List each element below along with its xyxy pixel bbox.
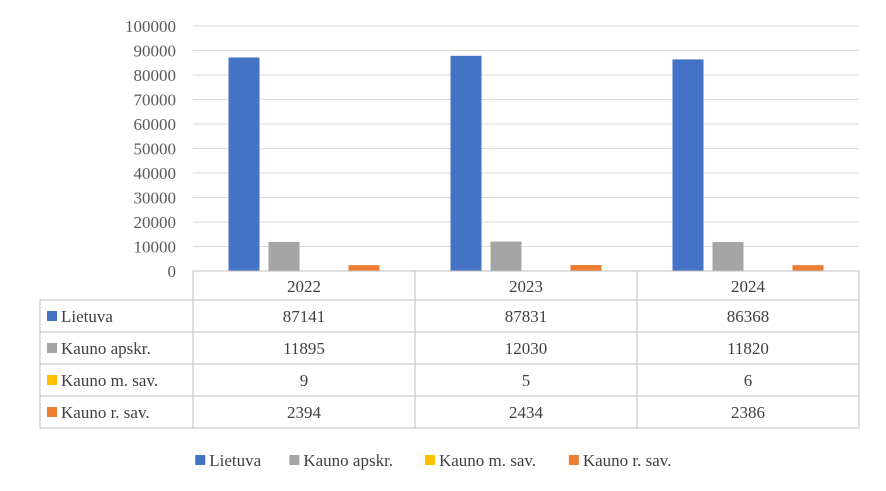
table-row-label: Kauno apskr.	[61, 339, 151, 358]
bar	[450, 55, 482, 271]
table-cell-value: 2434	[509, 403, 544, 422]
table-legend-key	[47, 407, 57, 417]
table-legend-key	[47, 343, 57, 353]
legend-label: Kauno apskr.	[303, 451, 393, 470]
legend-label: Kauno m. sav.	[439, 451, 536, 470]
y-tick-label: 0	[168, 262, 177, 281]
table-cell-value: 2394	[287, 403, 322, 422]
bar	[672, 59, 704, 271]
gridlines	[193, 25, 859, 247]
bar	[348, 265, 380, 271]
y-tick-label: 10000	[134, 238, 177, 257]
legend: Lietuva Kauno apskr. Kauno m. sav. Kauno r.…	[195, 451, 671, 470]
table-cell-value: 9	[300, 371, 309, 390]
table-cell-value: 11895	[283, 339, 325, 358]
table-cell-value: 86368	[727, 307, 770, 326]
y-tick-label: 50000	[134, 140, 177, 159]
data-table: 2022 2023 2024 Lietuva 87141 87831 86368 Kauno …	[39, 270, 860, 429]
table-cell-value: 2386	[731, 403, 765, 422]
bar	[268, 241, 300, 271]
table-cell-value: 12030	[505, 339, 548, 358]
table-row-label: Kauno r. sav.	[61, 403, 150, 422]
y-tick-label: 30000	[134, 189, 177, 208]
bar	[228, 57, 260, 272]
table-row-label: Lietuva	[61, 307, 113, 326]
legend-label: Kauno r. sav.	[583, 451, 672, 470]
table-legend-key	[47, 375, 57, 385]
bar	[712, 242, 744, 271]
table-cell-value: 5	[522, 371, 531, 390]
table-cell-value: 87141	[283, 307, 326, 326]
y-tick-label: 20000	[134, 213, 177, 232]
bar	[570, 265, 602, 271]
bar	[792, 265, 824, 271]
bars	[228, 55, 824, 272]
bar	[490, 241, 522, 271]
table-cell-value: 87831	[505, 307, 548, 326]
table-cell-value: 11820	[727, 339, 769, 358]
y-tick-label: 90000	[134, 42, 177, 61]
y-tick-label: 80000	[134, 66, 177, 85]
y-tick-label: 100000	[125, 17, 176, 36]
category-label: 2024	[731, 277, 766, 296]
table-cell-value: 6	[744, 371, 753, 390]
legend-key	[424, 455, 435, 465]
legend-label: Lietuva	[209, 451, 261, 470]
legend-key	[195, 455, 206, 465]
category-label: 2023	[509, 277, 543, 296]
category-label: 2022	[287, 277, 321, 296]
y-axis-tick-labels: 0 10000 20000 30000 40000 50000 60000 70000 8000…	[125, 17, 176, 281]
legend-key	[289, 455, 300, 465]
y-tick-label: 60000	[134, 115, 177, 134]
table-legend-key	[47, 311, 57, 321]
table-row-label: Kauno m. sav.	[61, 371, 158, 390]
legend-key	[568, 455, 579, 465]
y-tick-label: 40000	[134, 164, 177, 183]
y-tick-label: 70000	[134, 91, 177, 110]
